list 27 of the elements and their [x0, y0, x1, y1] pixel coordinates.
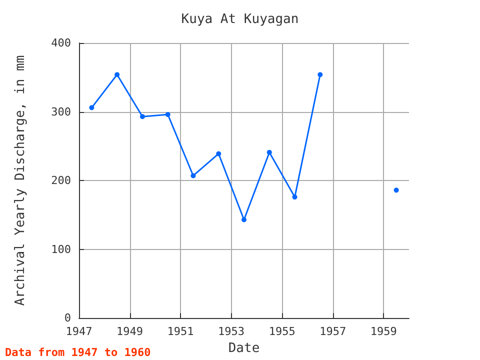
point	[114, 72, 120, 78]
x-tick-label: 1957	[320, 325, 346, 338]
point	[394, 188, 399, 193]
y-axis-title: Archival Yearly Discharge, in mm	[13, 55, 28, 306]
chart-title: Kuya At Kuyagan	[181, 12, 299, 27]
point	[266, 150, 272, 155]
point	[165, 112, 170, 118]
point	[216, 151, 222, 156]
x-tick-label: 1951	[167, 325, 194, 338]
text: Data from 1947 to 1960	[5, 346, 151, 359]
x-tick-label: 1959	[370, 325, 397, 338]
point	[190, 173, 196, 178]
y-tick-label: 400	[51, 36, 71, 50]
x-tick-label: 1955	[268, 325, 296, 338]
point	[140, 114, 145, 120]
x-axis-title: Date	[228, 341, 260, 356]
point	[242, 217, 246, 222]
point	[318, 72, 323, 78]
y-tick-label: 0	[64, 312, 71, 325]
y-tick-label: 200	[51, 174, 71, 188]
x-tick-label: 1949	[116, 325, 144, 338]
x-tick-label: 1953	[218, 325, 245, 338]
y-tick-label: 300	[51, 105, 71, 118]
point	[89, 105, 94, 110]
x-tick-label: 1947	[66, 325, 92, 338]
point	[292, 194, 298, 200]
y-tick-label: 100	[51, 242, 71, 256]
